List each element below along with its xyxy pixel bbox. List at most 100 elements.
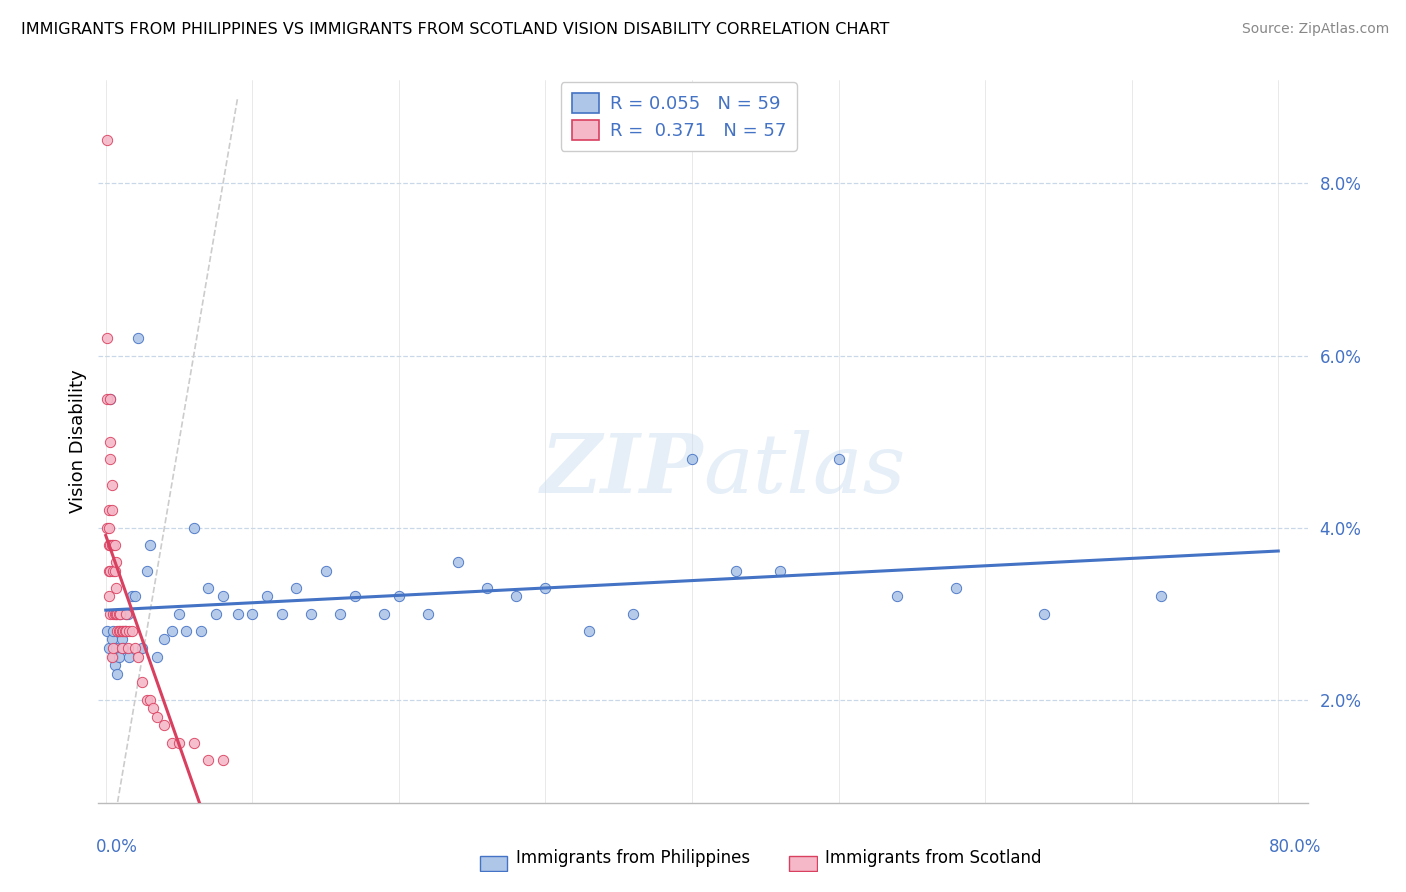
Text: IMMIGRANTS FROM PHILIPPINES VS IMMIGRANTS FROM SCOTLAND VISION DISABILITY CORREL: IMMIGRANTS FROM PHILIPPINES VS IMMIGRANT… [21, 22, 890, 37]
Text: Immigrants from Philippines: Immigrants from Philippines [516, 849, 751, 867]
Point [190, 624, 212, 638]
Point [101, 538, 124, 552]
Point [105, 555, 128, 569]
Point [108, 649, 131, 664]
Point [183, 735, 205, 749]
Point [945, 581, 967, 595]
Point [103, 607, 125, 621]
Point [285, 581, 308, 595]
Point [724, 564, 747, 578]
Point [98, 564, 121, 578]
Bar [479, 856, 508, 871]
Point [138, 538, 160, 552]
Point [827, 451, 849, 466]
Point [103, 658, 125, 673]
Point [100, 503, 122, 517]
Text: atlas: atlas [703, 431, 905, 510]
Point [534, 581, 557, 595]
Point [101, 564, 124, 578]
Point [100, 538, 122, 552]
Point [131, 640, 153, 655]
Point [97, 503, 120, 517]
Point [100, 632, 122, 647]
Point [167, 607, 190, 621]
Point [621, 607, 644, 621]
Point [114, 624, 136, 638]
Point [1032, 607, 1054, 621]
Point [107, 607, 129, 621]
Point [111, 624, 134, 638]
Point [114, 624, 136, 638]
Point [343, 590, 366, 604]
Point [97, 564, 120, 578]
Point [107, 666, 129, 681]
Point [270, 607, 292, 621]
Point [105, 581, 128, 595]
Point [135, 564, 157, 578]
Point [146, 710, 169, 724]
Point [110, 607, 132, 621]
Point [160, 624, 183, 638]
Point [127, 649, 149, 664]
Point [329, 607, 352, 621]
Point [96, 624, 118, 638]
Point [578, 624, 600, 638]
Point [146, 649, 169, 664]
Point [212, 753, 235, 767]
Text: ZIP: ZIP [540, 431, 703, 510]
Point [112, 624, 135, 638]
Point [886, 590, 908, 604]
Point [97, 538, 120, 552]
Point [112, 640, 135, 655]
Point [105, 607, 128, 621]
Point [98, 607, 121, 621]
Point [160, 735, 183, 749]
Point [769, 564, 792, 578]
Point [226, 607, 249, 621]
Point [98, 538, 121, 552]
Point [97, 520, 120, 534]
Point [97, 590, 120, 604]
Point [131, 675, 153, 690]
Point [121, 590, 143, 604]
Point [96, 520, 118, 534]
Point [111, 632, 134, 647]
Point [197, 753, 219, 767]
Point [117, 640, 139, 655]
Point [103, 564, 125, 578]
Point [1150, 590, 1173, 604]
Point [101, 607, 124, 621]
Point [111, 640, 134, 655]
Point [108, 607, 131, 621]
Point [107, 624, 129, 638]
Point [388, 590, 411, 604]
Point [153, 718, 176, 732]
Point [110, 607, 132, 621]
Point [98, 392, 121, 406]
Point [135, 692, 157, 706]
Point [118, 649, 141, 664]
Point [124, 640, 146, 655]
Point [240, 607, 263, 621]
Point [96, 331, 118, 345]
Text: 80.0%: 80.0% [1270, 838, 1322, 856]
Point [96, 392, 118, 406]
Point [212, 590, 235, 604]
Text: 0.0%: 0.0% [96, 838, 138, 856]
Point [117, 607, 139, 621]
Point [373, 607, 395, 621]
Point [105, 640, 128, 655]
Point [121, 624, 143, 638]
Point [153, 632, 176, 647]
Point [418, 607, 440, 621]
Point [118, 624, 141, 638]
Point [138, 692, 160, 706]
Text: Source: ZipAtlas.com: Source: ZipAtlas.com [1241, 22, 1389, 37]
Point [103, 538, 125, 552]
Text: Immigrants from Scotland: Immigrants from Scotland [825, 849, 1042, 867]
Point [142, 701, 165, 715]
Point [115, 607, 138, 621]
Point [110, 624, 132, 638]
Point [115, 624, 138, 638]
Point [100, 477, 122, 491]
